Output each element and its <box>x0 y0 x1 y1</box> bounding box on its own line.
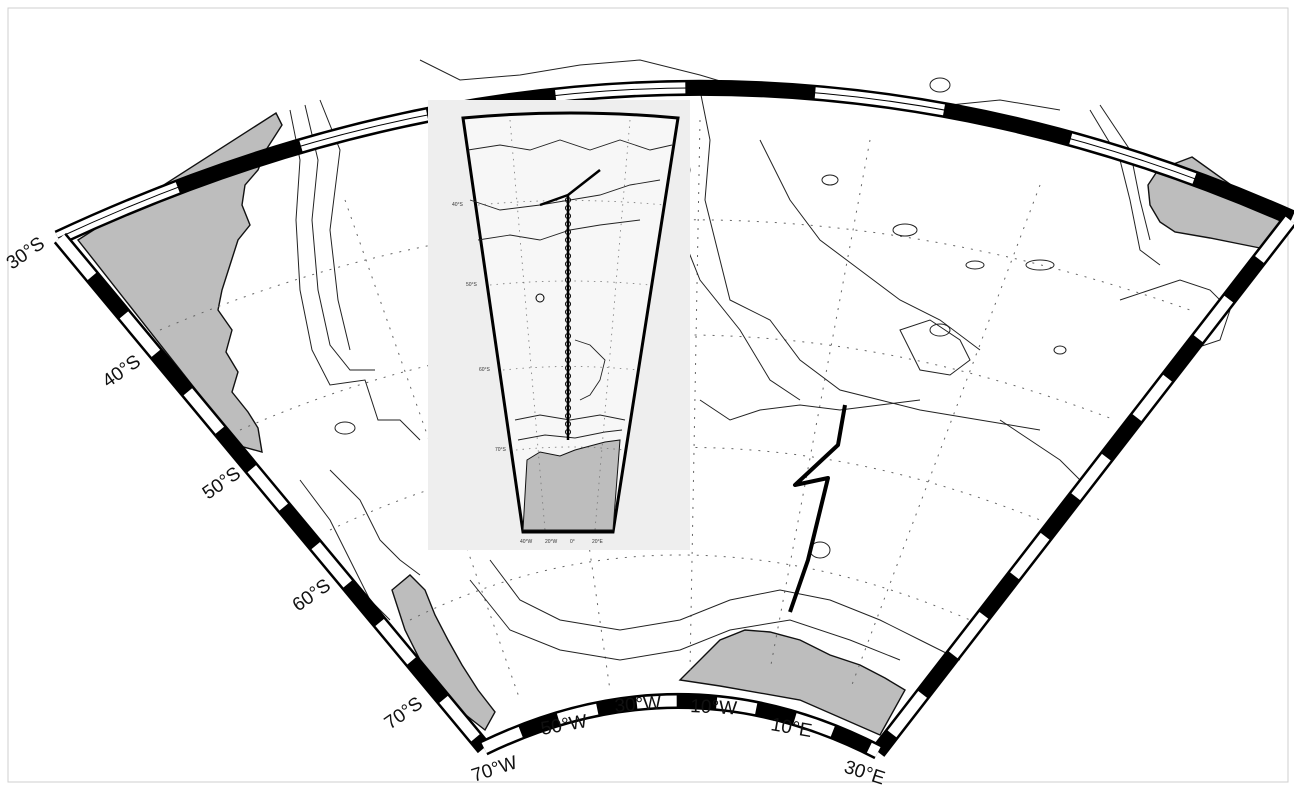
inset-station-marker <box>564 388 572 396</box>
lat-label: 30°S <box>3 233 49 274</box>
inset-station-marker <box>564 332 572 340</box>
inset-station-marker <box>564 412 572 420</box>
inset-frame <box>461 111 680 534</box>
inset-station-marker <box>564 420 572 428</box>
inset-station-marker <box>564 372 572 380</box>
inset-station-marker <box>564 276 572 284</box>
inset-station-marker <box>564 300 572 308</box>
inset-station-marker <box>564 380 572 388</box>
inset-station-marker <box>564 260 572 268</box>
inset-station-marker <box>564 292 572 300</box>
bathymetry-contours <box>289 59 1231 661</box>
inset-graticule <box>477 119 665 531</box>
inset-lon-label: 0° <box>570 539 575 545</box>
inset-station-marker <box>564 252 572 260</box>
inset-map: 40°S 50°S 60°S 70°S 40°W 20°W 0° 20°E <box>428 100 690 550</box>
antarctica-land <box>678 629 906 736</box>
inset-station-marker <box>564 348 572 356</box>
lat-label: 50°S <box>199 463 245 504</box>
inset-lat-label: 40°S <box>452 202 464 208</box>
inset-station-marker <box>564 356 572 364</box>
lon-label: 30°W <box>614 693 662 717</box>
inset-station-marker <box>564 428 572 436</box>
inset-station-marker <box>564 268 572 276</box>
inset-station-marker <box>564 404 572 412</box>
inset-station-marker <box>564 396 572 404</box>
inset-station-marker <box>564 316 572 324</box>
inset-station-marker <box>564 364 572 372</box>
inset-station-marker <box>564 236 572 244</box>
inset-lat-label: 50°S <box>466 282 478 288</box>
inset-station-marker <box>564 204 572 212</box>
inset-station-marker <box>535 293 545 303</box>
lon-label: 10°W <box>690 696 738 719</box>
inset-contours <box>467 139 673 441</box>
inset-stations <box>564 196 572 436</box>
map-frame <box>53 79 1294 760</box>
lat-label: 60°S <box>289 575 335 616</box>
inset-lat-label: 70°S <box>495 447 507 453</box>
lat-label: 70°S <box>381 693 427 734</box>
inset-lon-label: 40°W <box>520 539 533 545</box>
inset-station-marker <box>564 284 572 292</box>
inset-station-marker <box>564 212 572 220</box>
inset-station-marker <box>564 308 572 316</box>
inset-station-marker <box>564 220 572 228</box>
inset-station-marker <box>564 244 572 252</box>
inset-lon-label: 20°W <box>545 539 558 545</box>
inset-antarctica-land <box>522 439 621 531</box>
inset-lat-label: 60°S <box>479 367 491 373</box>
lat-label: 40°S <box>99 351 145 392</box>
inset-station-marker <box>564 324 572 332</box>
inset-station-marker <box>564 228 572 236</box>
inset-lon-label: 20°E <box>592 539 604 545</box>
figure-border <box>7 7 1289 783</box>
inset-station-marker <box>564 196 572 204</box>
cruise-track <box>788 404 847 613</box>
inset-station-marker <box>564 340 572 348</box>
